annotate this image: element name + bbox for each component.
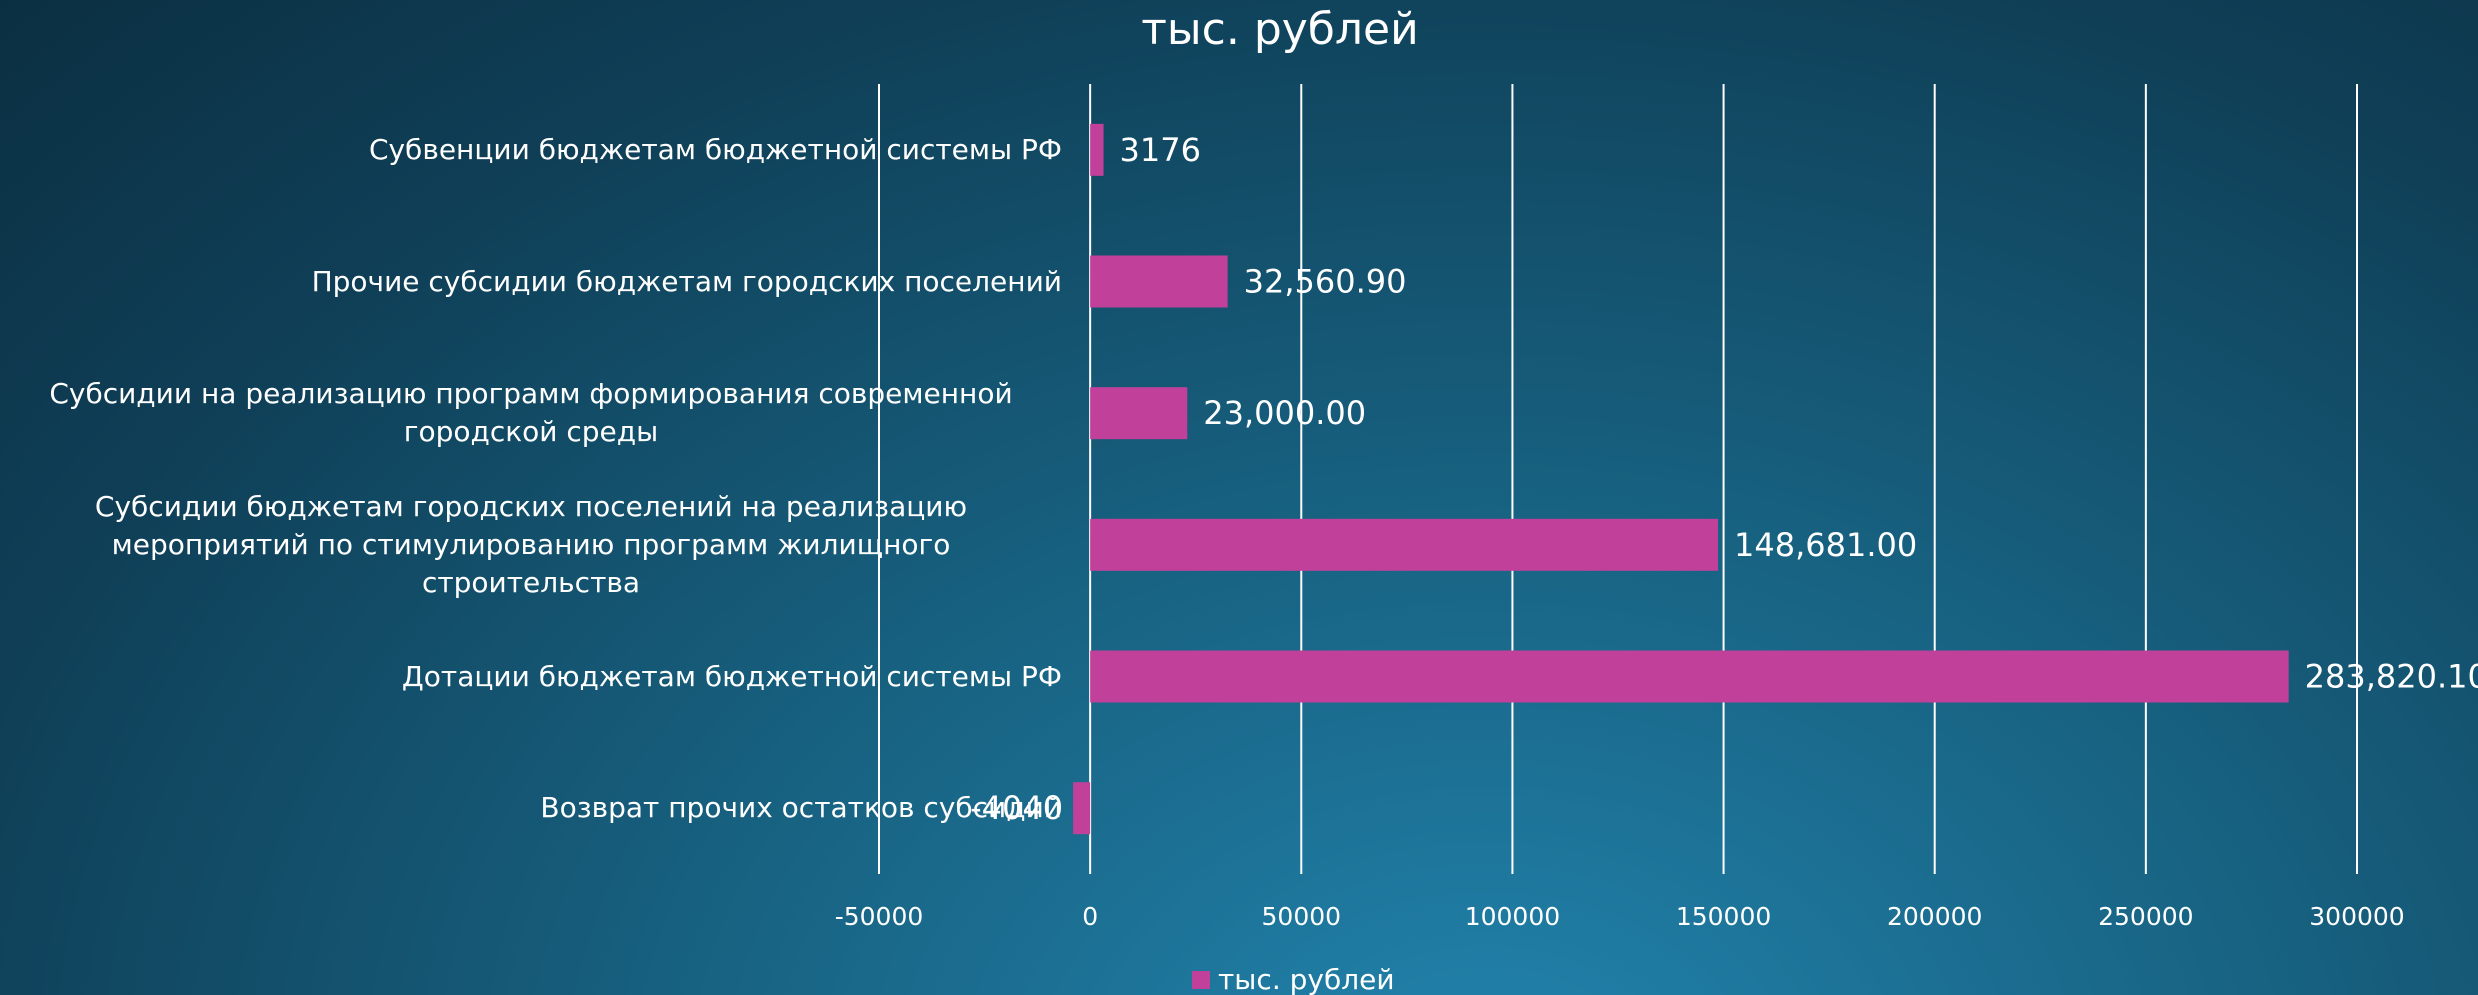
y-tick-label: Субвенции бюджетам бюджетной системы РФ: [368, 132, 1062, 166]
category-label-box: Дотации бюджетам бюджетной системы РФ: [0, 658, 1062, 696]
bar: [1090, 518, 1719, 571]
y-tick-label: Субсидии на реализацию программ формиров…: [49, 377, 1013, 449]
chart-title: тыс. рублей: [1141, 4, 1418, 55]
category-label-box: Прочие субсидии бюджетам городских посел…: [0, 263, 1062, 301]
legend-label: тыс. рублей: [1218, 963, 1395, 995]
x-tick-label: 300000: [2309, 902, 2404, 931]
bar: [1073, 782, 1091, 835]
x-tick-label: 250000: [2098, 902, 2193, 931]
data-label: -4040: [970, 789, 1063, 827]
y-tick-label: Дотации бюджетам бюджетной системы РФ: [401, 659, 1062, 693]
data-label: 283,820.10: [2305, 658, 2478, 696]
x-tick-label: 0: [1082, 902, 1098, 931]
category-label-box: Субвенции бюджетам бюджетной системы РФ: [0, 131, 1062, 169]
data-label: 23,000.00: [1203, 394, 1366, 432]
x-tick-label: -50000: [835, 902, 924, 931]
category-label-box: Возврат прочих остатков субсидий: [0, 789, 1062, 827]
y-tick-label: Прочие субсидии бюджетам городских посел…: [311, 264, 1062, 298]
x-tick-label: 50000: [1262, 902, 1342, 931]
data-label: 148,681.00: [1734, 526, 1917, 564]
legend-swatch: [1192, 971, 1210, 989]
y-tick-label: Возврат прочих остатков субсидий: [540, 791, 1062, 825]
x-tick-label: 100000: [1465, 902, 1560, 931]
bar: [1090, 650, 2289, 703]
x-tick-label: 150000: [1676, 902, 1771, 931]
category-label-box: Субсидии бюджетам городских поселений на…: [0, 488, 1062, 602]
category-label-box: Субсидии на реализацию программ формиров…: [0, 375, 1062, 451]
x-tick-label: 200000: [1887, 902, 1982, 931]
data-label: 3176: [1120, 131, 1201, 169]
bar: [1090, 255, 1228, 308]
bar: [1090, 387, 1188, 440]
bar: [1090, 123, 1104, 176]
data-label: 32,560.90: [1244, 263, 1407, 301]
y-tick-label: Субсидии бюджетам городских поселений на…: [94, 489, 968, 599]
